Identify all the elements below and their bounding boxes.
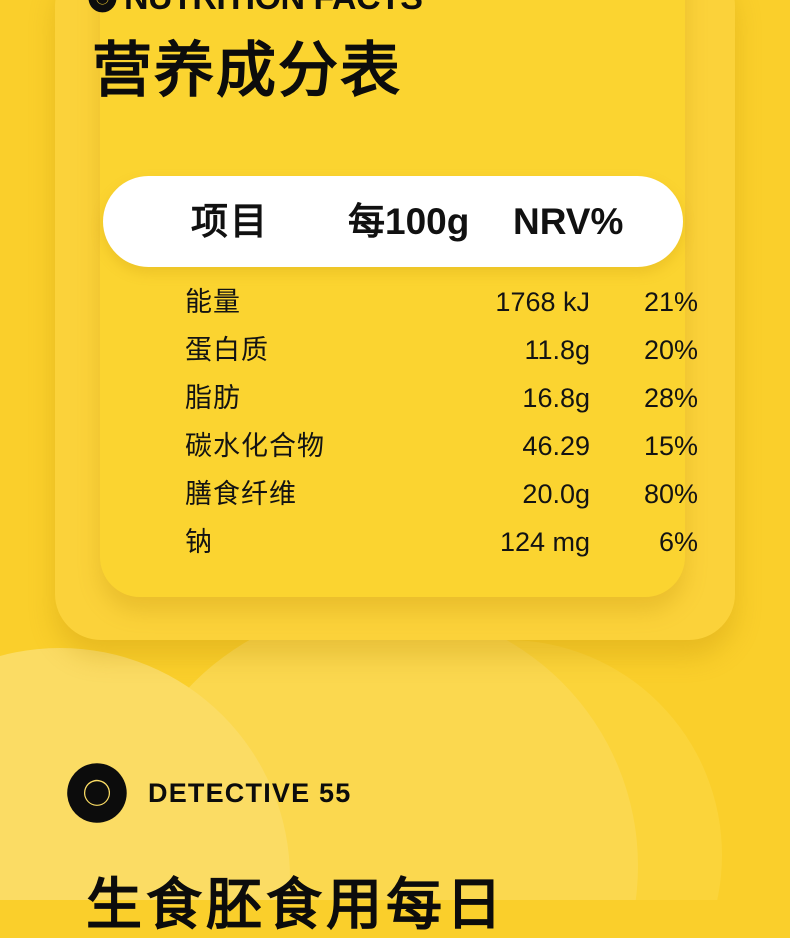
q-detective-logo-icon [67,763,127,823]
table-row: 蛋白质 11.8g 20% [100,326,698,374]
row-value: 1768 kJ [495,287,590,317]
table-body: 能量 1768 kJ 21% 蛋白质 11.8g 20% 脂肪 16.8g 28… [100,267,698,566]
nutrition-table: 项目 每100g NRV% 能量 1768 kJ 21% 蛋白质 11.8g 2… [100,176,698,566]
row-nrv: 15% [643,431,698,461]
row-value: 46.29 [522,431,590,461]
brand-name: DETECTIVE 55 [148,778,352,808]
row-label: 能量 [185,287,241,317]
table-row: 钠 124 mg 6% [100,518,698,566]
row-value: 124 mg [499,527,590,557]
row-nrv: 6% [658,527,698,557]
column-header-nrv: NRV% [513,200,624,242]
row-nrv: 28% [643,383,698,413]
row-label: 钠 [185,527,213,557]
row-nrv: 80% [643,479,698,509]
row-label: 脂肪 [185,383,241,413]
page-title: 营养成分表 [92,37,402,104]
table-row: 能量 1768 kJ 21% [100,278,698,326]
eyebrow-row: NUTRITION FACTS [88,0,423,18]
q-detective-logo-icon [88,0,117,12]
row-label: 膳食纤维 [185,479,297,509]
column-header-item: 项目 [191,200,269,242]
table-header-row: 项目 每100g NRV% [103,176,683,267]
table-row: 脂肪 16.8g 28% [100,374,698,422]
row-nrv: 21% [643,287,698,317]
row-label: 蛋白质 [185,335,269,365]
row-value: 16.8g [522,383,590,413]
row-value: 11.8g [524,335,590,365]
row-label: 碳水化合物 [185,431,325,461]
table-row: 碳水化合物 46.29 15% [100,422,698,470]
eyebrow-text: NUTRITION FACTS [124,0,423,15]
row-nrv: 20% [643,335,698,365]
column-header-per-100g: 每100g [348,200,470,242]
table-row: 膳食纤维 20.0g 80% [100,470,698,518]
bottom-headline: 生食胚食用每日 [86,873,506,936]
row-value: 20.0g [522,479,590,509]
brand-row: DETECTIVE 55 [66,762,351,824]
background-decoration [0,606,722,900]
nutrition-card-inner [100,0,685,597]
